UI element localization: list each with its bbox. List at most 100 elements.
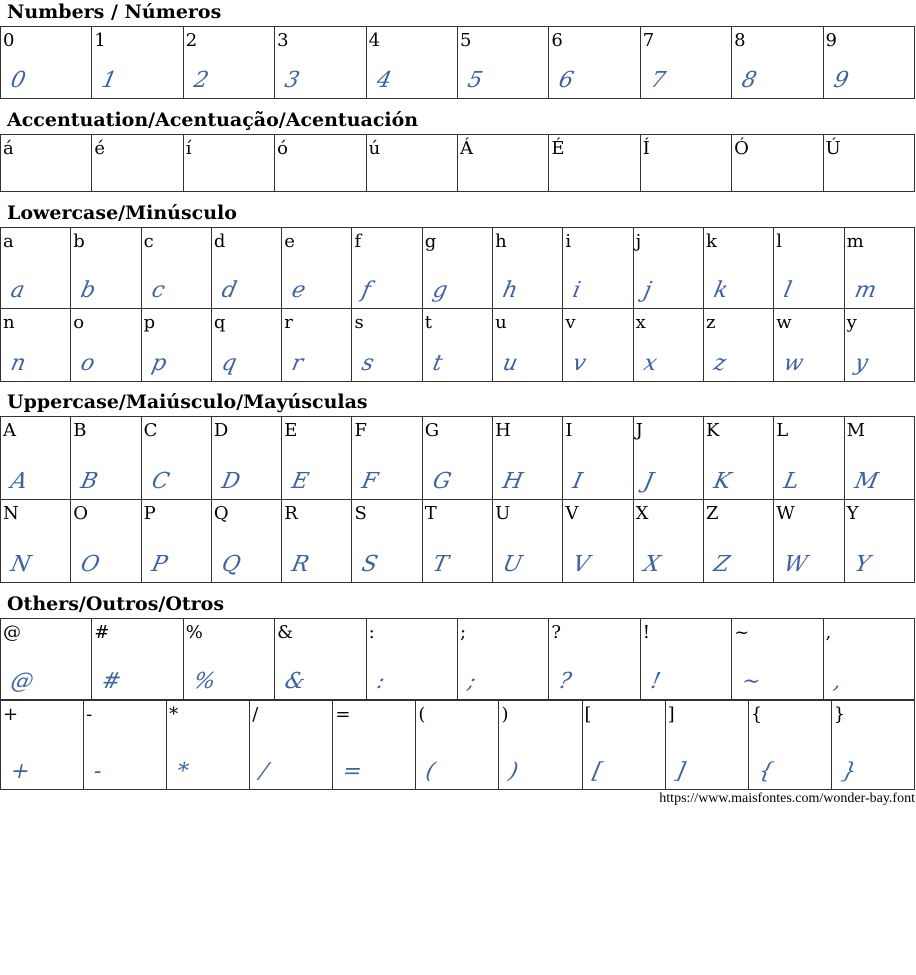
handwritten-glyph: 0 [8,68,28,93]
char-label: S [354,503,367,524]
char-label: y [846,312,857,333]
handwritten-glyph: b [78,278,99,303]
handwritten-glyph: @ [8,669,36,694]
char-label: Q [213,503,229,524]
glyph-cell: í [182,134,276,192]
char-label: 8 [734,30,746,51]
glyph-cell: ]] [664,700,749,790]
char-label: ú [368,138,381,159]
char-label: 3 [277,30,289,51]
handwritten-glyph: l [781,278,795,303]
glyph-table: + + - - * * / / = =(())[[]]{{}} [0,700,916,790]
char-label: D [213,420,229,441]
handwritten-glyph: : [374,669,387,694]
handwritten-glyph: U [500,552,525,577]
handwritten-glyph: K [711,469,734,494]
char-label: á [3,138,14,159]
char-label: L [776,420,789,441]
char-label: = [335,704,351,725]
handwritten-glyph: i [570,278,584,303]
handwritten-glyph: / [257,759,271,784]
char-label: k [705,231,717,252]
char-label: n [3,312,15,333]
char-label: ( [418,704,426,725]
handwritten-glyph: ) [506,759,521,784]
handwritten-glyph: ! [648,669,663,694]
glyph-cell: %% [182,618,276,700]
char-label: N [3,503,19,524]
glyph-cell: # # [91,618,184,700]
char-label: l [776,231,783,252]
glyph-cell: ,, [822,618,916,700]
handwritten-glyph: ( [423,759,438,784]
char-label: p [143,312,156,333]
handwritten-glyph: C [149,469,172,494]
char-label: / [252,704,259,725]
char-label: ! [642,622,650,643]
handwritten-glyph: * [174,759,191,784]
char-label: x [635,312,646,333]
handwritten-glyph: A [8,469,30,494]
glyph-cell: {{ [747,700,832,790]
glyph-cell: & & [274,618,367,700]
handwritten-glyph: G [430,469,454,494]
handwritten-glyph: R [289,552,312,577]
char-label: C [143,420,158,441]
handwritten-glyph: J [641,469,656,494]
char-label: s [354,312,364,333]
handwritten-glyph: Q [219,552,243,577]
char-label: 7 [642,30,655,51]
handwritten-glyph: F [359,469,381,494]
glyph-cell: / / [249,700,334,790]
glyph-cell: Ú [822,134,916,192]
char-label: U [495,503,511,524]
char-label: ] [667,704,675,725]
char-label: Á [459,138,473,159]
char-label: z [705,312,716,333]
char-label: V [565,503,579,524]
handwritten-glyph: P [149,552,170,577]
char-label: t [424,312,433,333]
handwritten-glyph: W [781,552,810,577]
glyph-cell: É [548,134,641,192]
handwritten-glyph: [ [589,759,604,784]
char-label: * [169,704,179,725]
handwritten-glyph: D [219,469,243,494]
char-label: Y [846,503,859,524]
handwritten-glyph: 7 [648,68,668,93]
char-label: j [635,231,642,252]
handwritten-glyph: t [430,351,445,376]
handwritten-glyph: m [852,278,879,303]
char-label: O [73,503,89,524]
handwritten-glyph: k [711,278,731,303]
char-label: w [776,312,792,333]
char-label: F [354,420,367,441]
